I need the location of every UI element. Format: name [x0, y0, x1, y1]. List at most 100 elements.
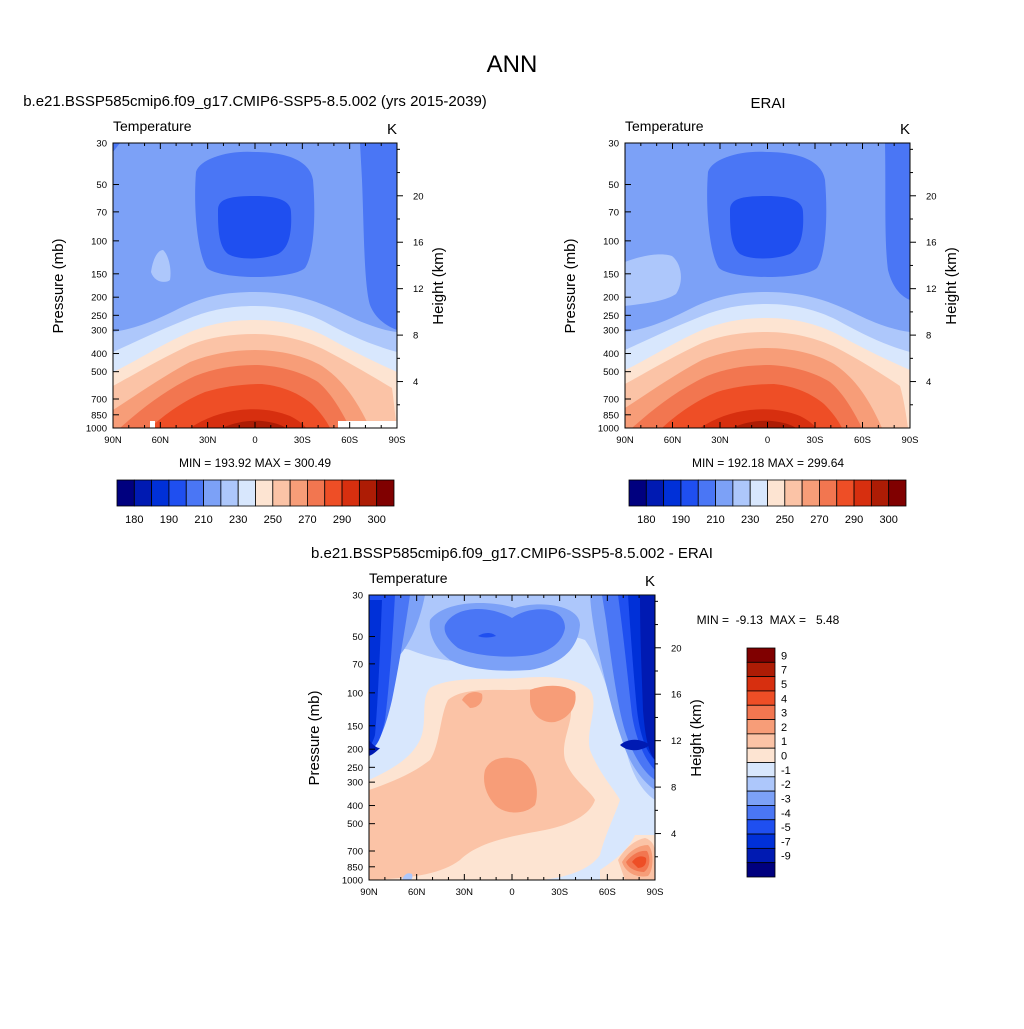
- height-tick-label: 20: [926, 191, 937, 202]
- colorbar-swatch: [746, 790, 776, 806]
- y-tick-label: 300: [603, 326, 619, 337]
- missing-data: [150, 421, 155, 428]
- colorbar-label: 230: [229, 514, 247, 526]
- y-tick-label: 300: [347, 778, 363, 789]
- colorbar-label: 0: [781, 751, 787, 763]
- colorbar-label: -4: [781, 808, 791, 820]
- colorbar-swatch: [746, 647, 776, 663]
- y-tick-label: 200: [603, 293, 619, 304]
- height-tick-label: 4: [413, 377, 418, 388]
- contour-band: [530, 685, 576, 723]
- colorbar-swatch: [870, 479, 890, 507]
- colorbar-label: 3: [781, 708, 787, 720]
- x-tick-label: 0: [252, 435, 257, 446]
- contour-band: [732, 420, 796, 428]
- plot-axes: 90N 60N 30N 0 30S 60S 90S 30 50 70 100 150 200 250 300…: [342, 591, 682, 899]
- y-tick-label: 150: [91, 269, 107, 280]
- colorbar-label: 290: [845, 514, 863, 526]
- colorbar-label: 180: [125, 514, 143, 526]
- colorbar-swatch: [767, 479, 786, 507]
- height-tick-label: 16: [926, 238, 937, 249]
- contour-band: [620, 739, 650, 751]
- colorbar-swatch: [801, 479, 820, 507]
- colorbar-label: 180: [637, 514, 655, 526]
- colorbar-swatch: [376, 479, 395, 507]
- colorbar-swatch: [746, 661, 776, 678]
- x-tick-label: 90S: [902, 435, 919, 446]
- x-tick-label: 60S: [341, 435, 358, 446]
- colorbar-swatch: [663, 479, 682, 507]
- colorbar-label: 250: [776, 514, 794, 526]
- x-tick-label: 90N: [104, 435, 122, 446]
- colorbar-swatch: [746, 762, 776, 778]
- x-tick-label: 30N: [711, 435, 729, 446]
- colorbar-swatch: [746, 819, 776, 835]
- colorbar-swatch: [324, 479, 343, 507]
- x-tick-label: 90S: [389, 435, 406, 446]
- y-tick-label: 30: [96, 139, 107, 150]
- contour-band: [360, 143, 397, 330]
- y-axis-label: Pressure (mb): [306, 690, 323, 785]
- y-tick-label: 100: [91, 236, 107, 247]
- colorbar-swatch: [645, 479, 665, 507]
- y-tick-label: 30: [608, 139, 619, 150]
- height-tick-label: 16: [413, 238, 424, 249]
- contour-field: [625, 143, 910, 428]
- y-tick-label: 100: [347, 688, 363, 699]
- colorbar-swatch: [746, 690, 776, 706]
- y-tick-label: 400: [347, 801, 363, 812]
- x-tick-label: 30S: [551, 887, 568, 898]
- y-tick-label: 400: [91, 349, 107, 360]
- contour-field: [113, 143, 397, 428]
- x-tick-label: 0: [765, 435, 770, 446]
- y-tick-label: 250: [347, 763, 363, 774]
- colorbar-label: 190: [672, 514, 690, 526]
- height-tick-label: 16: [671, 690, 682, 701]
- colorbar: 9 7 5 4 3 2 1 0 -1 -2 -3 -4 -5 -7 -9: [746, 647, 791, 878]
- height-tick-label: 8: [671, 783, 676, 794]
- colorbar-swatch: [133, 479, 153, 507]
- height-tick-label: 12: [671, 736, 682, 747]
- contour-band: [190, 409, 306, 428]
- colorbar-swatch: [203, 479, 222, 507]
- y-axis-label: Pressure (mb): [50, 238, 67, 333]
- colorbar-label: -9: [781, 851, 791, 863]
- contour-band: [640, 596, 655, 760]
- colorbar-label: -1: [781, 765, 791, 777]
- y-tick-label: 500: [347, 819, 363, 830]
- right-axis-label: Height (km): [688, 699, 705, 777]
- height-tick-label: 4: [671, 829, 676, 840]
- y-tick-label: 70: [608, 207, 619, 218]
- colorbar-swatch: [358, 479, 378, 507]
- plot-axes: 90N 60N 30N 0 30S 60S 90S 30 50 70 100 150 200 250 300…: [598, 139, 937, 447]
- contour-band: [484, 757, 537, 813]
- colorbar-swatch: [732, 479, 751, 507]
- y-tick-label: 850: [347, 862, 363, 873]
- height-tick-label: 8: [413, 331, 418, 342]
- contour-band: [444, 608, 565, 657]
- colorbar-label: 4: [781, 693, 787, 705]
- contour-band: [462, 692, 483, 708]
- y-tick-label: 50: [608, 180, 619, 191]
- colorbar-swatch: [784, 479, 803, 507]
- figure-title: ANN: [487, 51, 538, 78]
- x-tick-label: 90N: [616, 435, 634, 446]
- colorbar-label: 1: [781, 736, 787, 748]
- x-tick-label: 30S: [294, 435, 311, 446]
- contour-band: [369, 689, 595, 880]
- panel-left-string: Temperature: [369, 570, 448, 586]
- colorbar-label: 7: [781, 665, 787, 677]
- stats-label: MIN = 193.92 MAX = 300.49: [179, 456, 331, 470]
- contour-band: [218, 196, 292, 259]
- panel-title: ERAI: [750, 95, 785, 112]
- colorbar: 180 190 210 230 250 270 290 300: [116, 479, 395, 526]
- height-tick-label: 20: [413, 191, 424, 202]
- contour-band: [730, 196, 804, 259]
- right-axis-label: Height (km): [943, 247, 960, 325]
- colorbar-swatch: [888, 479, 907, 507]
- panel-right-string: K: [645, 573, 655, 590]
- colorbar-label: 300: [368, 514, 386, 526]
- x-tick-label: 60N: [408, 887, 426, 898]
- y-tick-label: 70: [96, 207, 107, 218]
